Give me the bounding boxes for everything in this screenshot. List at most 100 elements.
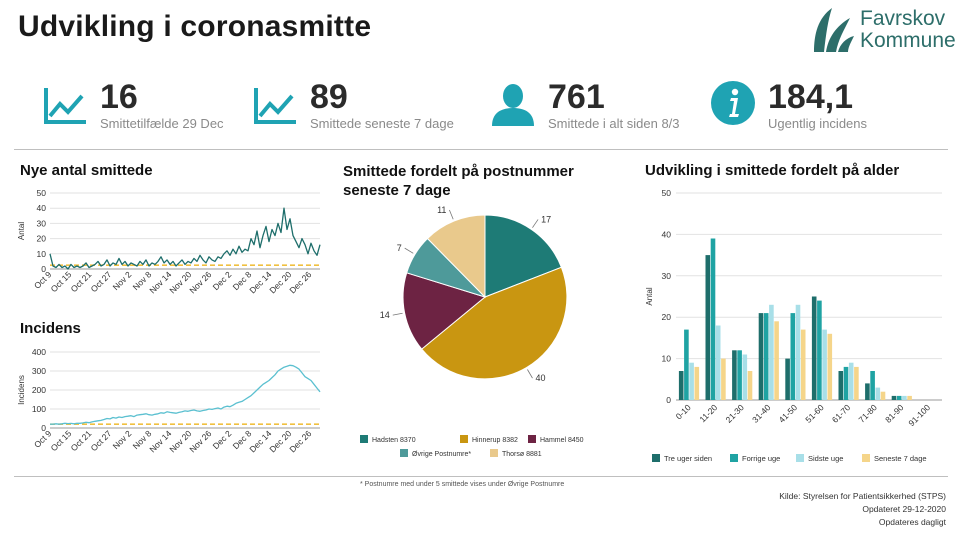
kpi-label: Smittede i alt siden 8/3 [548,116,680,131]
divider-bottom [14,476,948,477]
x-tick-label: Dec 2 [211,269,234,292]
legend-label: Tre uger siden [664,454,712,463]
pie-leader-line [449,209,454,220]
bar [758,313,764,400]
y-axis-label: Antal [645,287,654,305]
frequency-text: Opdateres dagligt [878,517,946,527]
bar [737,350,742,400]
y-tick-label: 300 [32,366,46,376]
x-tick-label: 11-20 [697,402,719,424]
pie-leader-line [527,369,533,379]
pie-leader-line [532,219,539,228]
municipality-logo: Favrskov Kommune [808,4,958,60]
bar [870,371,875,400]
logo-text-line2: Kommune [860,29,956,52]
x-tick-label: Oct 15 [49,269,74,294]
bar [865,383,870,400]
chart-title-age: Udvikling i smittede fordelt på alder [645,162,900,179]
bar [715,325,721,400]
y-tick-label: 20 [662,312,672,322]
bar [742,354,748,400]
bar [774,321,779,400]
legend-swatch [460,435,468,443]
y-tick-label: 0 [41,423,46,433]
divider-top [14,149,948,150]
bar [907,395,912,400]
x-tick-label: Dec 2 [211,428,234,451]
info-icon [711,81,755,125]
x-tick-label: Oct 21 [69,269,94,294]
series-line [50,364,321,425]
bar [800,329,806,400]
legend-swatch [862,454,870,462]
bar [684,329,689,400]
y-tick-label: 10 [662,354,672,364]
bar [891,395,897,400]
bar [790,313,796,400]
pie-data-label: 17 [541,214,551,224]
legend-label: Hammel 8450 [540,437,584,444]
source-text: Kilde: Styrelsen for Patientsikkerhed (S… [779,491,946,501]
bar [694,366,700,400]
page-title: Udvikling i coronasmitte [18,10,372,43]
postal-pie-chart: 17 40 14 7 11 Hadsten 8370 Hinnerup 8382 Hammel… [360,205,584,458]
legend-label: Øvrige Postnumre* [412,451,471,458]
x-tick-label: Dec 26 [287,269,313,295]
pie-leader-line [404,247,414,254]
bar [848,362,854,400]
legend-label: Hinnerup 8382 [472,437,518,444]
bar [811,296,817,400]
leaf-logo-icon [814,8,854,52]
y-tick-label: 30 [37,218,47,228]
bar [843,366,849,400]
x-tick-label: 91-100 [906,402,932,428]
legend-label: Sidste uge [808,454,843,463]
y-axis-label: Antal [17,222,26,240]
logo-text-line1: Favrskov [860,7,946,30]
pie-slice [420,266,568,380]
trend-line-icon [254,88,296,124]
bar [795,304,801,400]
kpi-value: 761 [548,78,605,116]
legend-swatch [400,449,408,457]
y-tick-label: 400 [32,347,46,357]
bar [875,387,881,400]
x-tick-label: Oct 21 [69,428,94,453]
bar [689,362,694,400]
legend-swatch [528,435,536,443]
footnote: * Postnumre med under 5 smittede vises u… [360,481,565,488]
x-tick-label: 21-30 [723,402,746,425]
x-tick-label: Nov 2 [111,428,134,451]
pie-slice [484,214,563,298]
y-tick-label: 20 [37,234,47,244]
pie-data-label: 7 [397,243,402,253]
y-axis-label: Incidens [17,375,26,405]
bar [880,391,886,400]
bar [838,371,844,400]
kpi-label: Smittetilfælde 29 Dec [100,116,224,131]
trend-line-icon [44,88,86,124]
pie-slice [426,214,486,299]
legend-swatch [360,435,368,443]
bar [763,313,769,400]
pie-leader-line [392,312,403,316]
x-tick-label: Dec 26 [287,428,313,454]
legend-label: Thorsø 8881 [502,451,542,458]
x-tick-label: Nov 2 [111,269,134,292]
updated-text: Opdateret 29-12-2020 [862,504,946,514]
pie-data-label: 14 [380,310,390,320]
y-tick-label: 40 [37,203,47,213]
kpi-label: Ugentlig incidens [768,116,868,131]
x-tick-label: 31-40 [750,402,773,425]
kpi-label: Smittede seneste 7 dage [310,116,454,131]
bar [747,371,753,400]
bar [785,358,790,400]
y-tick-label: 40 [662,229,672,239]
bar [710,238,716,400]
legend-label: Forrige uge [742,454,780,463]
legend-label: Seneste 7 dage [874,454,927,463]
y-tick-label: 50 [662,188,672,198]
y-tick-label: 0 [666,395,671,405]
y-tick-label: 100 [32,404,46,414]
